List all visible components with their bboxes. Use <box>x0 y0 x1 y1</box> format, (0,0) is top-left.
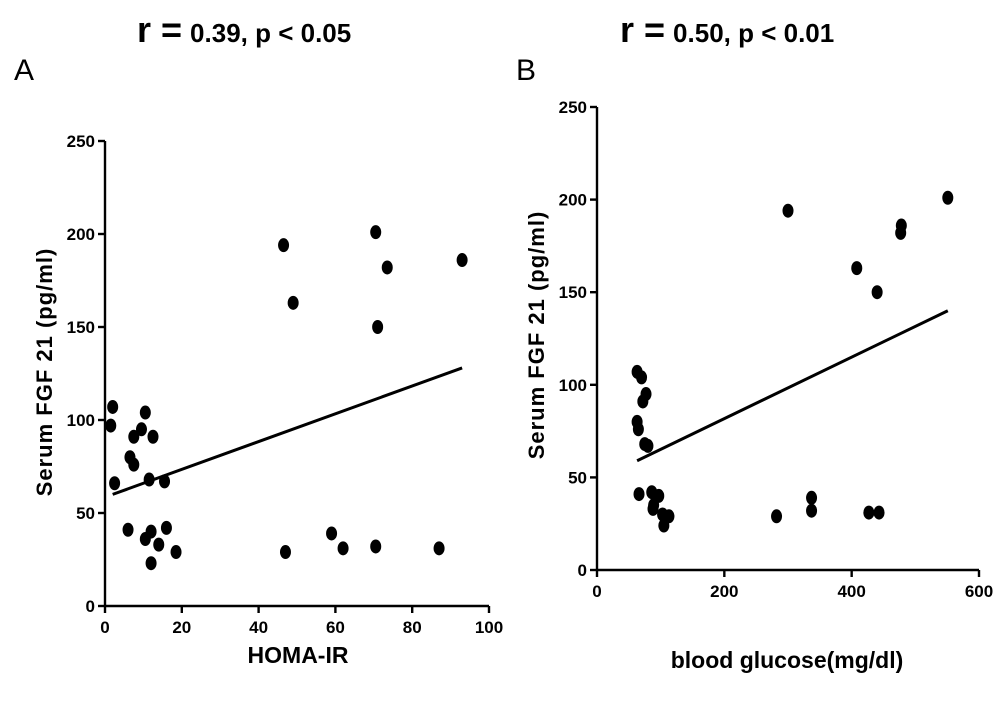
panel-b-y-tick-label: 100 <box>559 376 587 395</box>
panel-a-x-tick-label: 40 <box>249 618 268 637</box>
panel-a-data-point <box>128 457 140 472</box>
panel-a-data-point <box>456 253 468 268</box>
panel-b-data-point <box>806 490 818 505</box>
panel-a-y-tick-label: 150 <box>67 318 95 337</box>
panel-b-data-point <box>782 203 794 218</box>
panel-b-x-tick-label: 600 <box>965 582 993 601</box>
panel-a-x-tick-label: 60 <box>326 618 345 637</box>
panel-a-data-point <box>381 260 393 275</box>
panel-b-y-tick-label: 150 <box>559 283 587 302</box>
panel-a-stat-value: 0.39, p < 0.05 <box>190 18 351 48</box>
panel-b-stat-r: r = <box>620 9 665 50</box>
panel-b: B r = 0.50, p < 0.01 Serum FGF 21 (pg/ml… <box>516 9 993 673</box>
panel-b-data-point <box>663 509 675 524</box>
panel-a-axes <box>103 141 489 608</box>
panel-a-data-point <box>143 472 155 487</box>
panel-b-data-point <box>806 503 818 518</box>
panel-a-y-tick-label: 250 <box>67 132 95 151</box>
panel-a-stat-r: r = <box>137 9 182 50</box>
panel-b-y-tick-label: 0 <box>578 561 587 580</box>
panel-a-y-tick-label: 100 <box>67 411 95 430</box>
panel-b-regression-line <box>636 309 949 463</box>
panel-b-data-point <box>873 505 885 520</box>
panel-a-data-point <box>109 476 121 491</box>
panel-a-data-point <box>145 524 157 539</box>
panel-b-x-tick-label: 200 <box>710 582 738 601</box>
panel-a-data-point <box>128 429 140 444</box>
panel-a-data-point <box>370 539 382 554</box>
panel-b-data-point <box>633 487 645 502</box>
panel-a-data-point <box>105 418 117 433</box>
panel-b-data-point <box>636 370 648 385</box>
panel-a-data-point <box>145 556 157 571</box>
panel-a-regression-line <box>112 366 463 496</box>
panel-a-data-point <box>433 541 445 556</box>
panel-b-data-point <box>642 438 654 453</box>
panel-a-letter: A <box>14 54 34 87</box>
panel-a-x-tick-label: 0 <box>100 618 109 637</box>
panel-a-data-point <box>279 545 291 560</box>
panel-a-points <box>105 225 468 571</box>
panel-a-data-point <box>287 295 299 310</box>
panel-a-stat: r = 0.39, p < 0.05 <box>137 9 351 50</box>
panel-b-data-point <box>647 501 659 516</box>
panel-a-data-point <box>159 474 171 489</box>
panel-b-letter: B <box>516 54 536 87</box>
panel-a-x-tick-label: 100 <box>475 618 503 637</box>
panel-b-y-tick-label: 250 <box>559 98 587 117</box>
panel-b-x-tick-label: 400 <box>837 582 865 601</box>
panel-a: A r = 0.39, p < 0.05 Serum FGF 21 (pg/ml… <box>14 9 503 668</box>
panel-a-data-point <box>147 429 159 444</box>
panel-a-data-point <box>135 422 147 437</box>
panel-a-x-axis-label: HOMA-IR <box>248 642 349 668</box>
panel-a-y-tick-label: 0 <box>86 597 95 616</box>
panel-b-axes <box>595 107 979 572</box>
panel-a-y-axis-label: Serum FGF 21 (pg/ml) <box>32 248 57 497</box>
panel-b-data-point <box>863 505 875 520</box>
panel-b-data-point <box>895 218 907 233</box>
panel-a-data-point <box>139 405 151 420</box>
panel-b-fit-line <box>636 309 949 463</box>
panel-b-x-tick-label: 0 <box>592 582 601 601</box>
panel-a-data-point <box>326 526 338 541</box>
panel-a-y-tick-label: 200 <box>67 225 95 244</box>
panel-b-data-point <box>851 261 863 276</box>
panel-a-data-point <box>278 238 290 253</box>
panel-b-y-tick-label: 200 <box>559 191 587 210</box>
panel-a-data-point <box>122 522 134 537</box>
panel-b-ticks: 0 50 100 150 200 250 0 200 400 600 <box>559 98 994 601</box>
panel-b-data-point <box>653 488 665 503</box>
panel-a-data-point <box>160 520 172 535</box>
panel-b-x-axis-label: blood glucose(mg/dl) <box>671 647 904 673</box>
panel-b-data-point <box>632 422 644 437</box>
panel-a-data-point <box>107 399 119 414</box>
panel-b-y-axis-label: Serum FGF 21 (pg/ml) <box>524 211 549 460</box>
panel-a-x-tick-label: 20 <box>172 618 191 637</box>
panel-a-x-tick-label: 80 <box>403 618 422 637</box>
panel-a-data-point <box>337 541 349 556</box>
panel-a-data-point <box>153 537 165 552</box>
panel-a-y-tick-label: 50 <box>76 504 95 523</box>
panel-b-stat: r = 0.50, p < 0.01 <box>620 9 834 50</box>
panel-b-data-point <box>942 190 954 205</box>
panel-b-data-point <box>771 509 783 524</box>
panel-b-points <box>631 190 954 533</box>
panel-b-stat-value: 0.50, p < 0.01 <box>673 18 834 48</box>
panel-a-data-point <box>370 225 382 240</box>
panel-a-data-point <box>372 320 384 334</box>
panel-b-data-point <box>871 285 883 300</box>
panel-a-ticks: 0 50 100 150 200 250 0 20 40 60 80 100 <box>67 132 504 637</box>
panel-a-fit-line <box>112 366 463 496</box>
panel-a-data-point <box>170 545 182 560</box>
panel-b-data-point <box>640 387 652 402</box>
panel-b-y-tick-label: 50 <box>568 468 587 487</box>
